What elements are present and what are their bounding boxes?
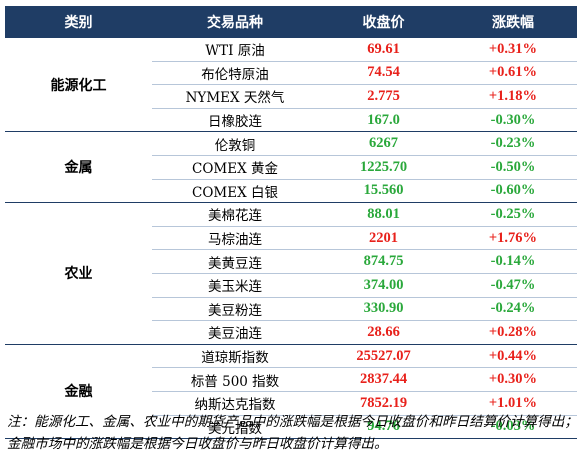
change-pct: +0.61% (449, 61, 577, 86)
category-cell: 金属 (5, 131, 152, 204)
change-pct: -0.24% (449, 297, 577, 322)
instrument-name: 道琼斯指数 (152, 344, 318, 369)
change-pct: +1.76% (449, 226, 577, 251)
table-row: COMEX 白银 15.560 -0.60% (5, 179, 577, 204)
header-change-pct: 涨跌幅 (449, 6, 577, 38)
footnote: 注：能源化工、金属、农业中的期货产品中的涨跌幅是根据今日收盘价和昨日结算价计算得… (7, 414, 578, 452)
category-cell: 金融 (5, 344, 152, 440)
change-pct: -0.14% (449, 249, 577, 274)
instrument-name: 伦敦铜 (152, 131, 318, 156)
change-pct: -0.30% (449, 108, 577, 133)
change-pct: +0.28% (449, 320, 577, 345)
close-price: 25527.07 (318, 344, 449, 369)
table-row: 标普 500 指数 2837.44 +0.30% (5, 367, 577, 392)
close-price: 1225.70 (318, 155, 449, 180)
table-row: 金属 伦敦铜 6267 -0.23% (5, 131, 577, 204)
instrument-name: WTI 原油 (152, 38, 318, 62)
close-price: 74.54 (318, 61, 449, 86)
instrument-name: 美元指数 (152, 415, 318, 440)
table-row: 纳斯达克指数 7852.19 +1.01% (5, 391, 577, 416)
close-price: 330.90 (318, 297, 449, 322)
instrument-name: 马棕油连 (152, 226, 318, 251)
close-price: 94.76 (318, 415, 449, 440)
close-price: 2.775 (318, 84, 449, 109)
instrument-name: 美玉米连 (152, 273, 318, 298)
change-pct: +1.18% (449, 84, 577, 109)
close-price: 374.00 (318, 273, 449, 298)
instrument-name: 美黄豆连 (152, 249, 318, 274)
instrument-name: 美棉花连 (152, 202, 318, 227)
table-row: 布伦特原油 74.54 +0.61% (5, 61, 577, 86)
category-cell: 能源化工 (5, 38, 152, 133)
change-pct: -0.60% (449, 179, 577, 204)
change-pct: -0.25% (449, 202, 577, 227)
instrument-name: 美豆粉连 (152, 297, 318, 322)
table-body: 能源化工 WTI 原油 69.61 +0.31% 布伦特原油 74.54 +0.61% NYM… (5, 38, 577, 440)
close-price: 7852.19 (318, 391, 449, 416)
market-table-container: 类别 交易品种 收盘价 涨跌幅 能源化工 WTI 原油 69.61 +0.31% 布伦特… (5, 6, 577, 440)
close-price: 2201 (318, 226, 449, 251)
header-instrument: 交易品种 (152, 6, 318, 38)
change-pct: -0.47% (449, 273, 577, 298)
instrument-name: 纳斯达克指数 (152, 391, 318, 416)
table-row: 马棕油连 2201 +1.76% (5, 226, 577, 251)
instrument-name: 标普 500 指数 (152, 367, 318, 392)
category-cell: 农业 (5, 202, 152, 345)
change-pct: -0.03% (449, 415, 577, 440)
market-table: 类别 交易品种 收盘价 涨跌幅 能源化工 WTI 原油 69.61 +0.31% 布伦特… (5, 6, 577, 440)
change-pct: +1.01% (449, 391, 577, 416)
table-row: 日橡胶连 167.0 -0.30% (5, 108, 577, 133)
instrument-name: COMEX 黄金 (152, 155, 318, 180)
change-pct: -0.23% (449, 131, 577, 156)
table-row: 美豆油连 28.66 +0.28% (5, 320, 577, 345)
table-row: 美黄豆连 874.75 -0.14% (5, 249, 577, 274)
close-price: 167.0 (318, 108, 449, 133)
close-price: 28.66 (318, 320, 449, 345)
close-price: 874.75 (318, 249, 449, 274)
instrument-name: NYMEX 天然气 (152, 84, 318, 109)
close-price: 69.61 (318, 38, 449, 62)
change-pct: -0.50% (449, 155, 577, 180)
table-row: 金融 道琼斯指数 25527.07 +0.44% (5, 344, 577, 440)
table-row: NYMEX 天然气 2.775 +1.18% (5, 84, 577, 109)
table-row: 美玉米连 374.00 -0.47% (5, 273, 577, 298)
instrument-name: 日橡胶连 (152, 108, 318, 133)
instrument-name: 布伦特原油 (152, 61, 318, 86)
header-row: 类别 交易品种 收盘价 涨跌幅 (5, 6, 577, 38)
close-price: 2837.44 (318, 367, 449, 392)
table-row: 农业 美棉花连 88.01 -0.25% (5, 202, 577, 345)
table-row: 美元指数 94.76 -0.03% (5, 415, 577, 440)
table-row: 能源化工 WTI 原油 69.61 +0.31% (5, 38, 577, 133)
table-row: COMEX 黄金 1225.70 -0.50% (5, 155, 577, 180)
header-close-price: 收盘价 (318, 6, 449, 38)
instrument-name: 美豆油连 (152, 320, 318, 345)
table-row: 美豆粉连 330.90 -0.24% (5, 297, 577, 322)
change-pct: +0.30% (449, 367, 577, 392)
change-pct: +0.44% (449, 344, 577, 369)
change-pct: +0.31% (449, 38, 577, 62)
close-price: 88.01 (318, 202, 449, 227)
instrument-name: COMEX 白银 (152, 179, 318, 204)
header-category: 类别 (5, 6, 152, 38)
close-price: 6267 (318, 131, 449, 156)
close-price: 15.560 (318, 179, 449, 204)
